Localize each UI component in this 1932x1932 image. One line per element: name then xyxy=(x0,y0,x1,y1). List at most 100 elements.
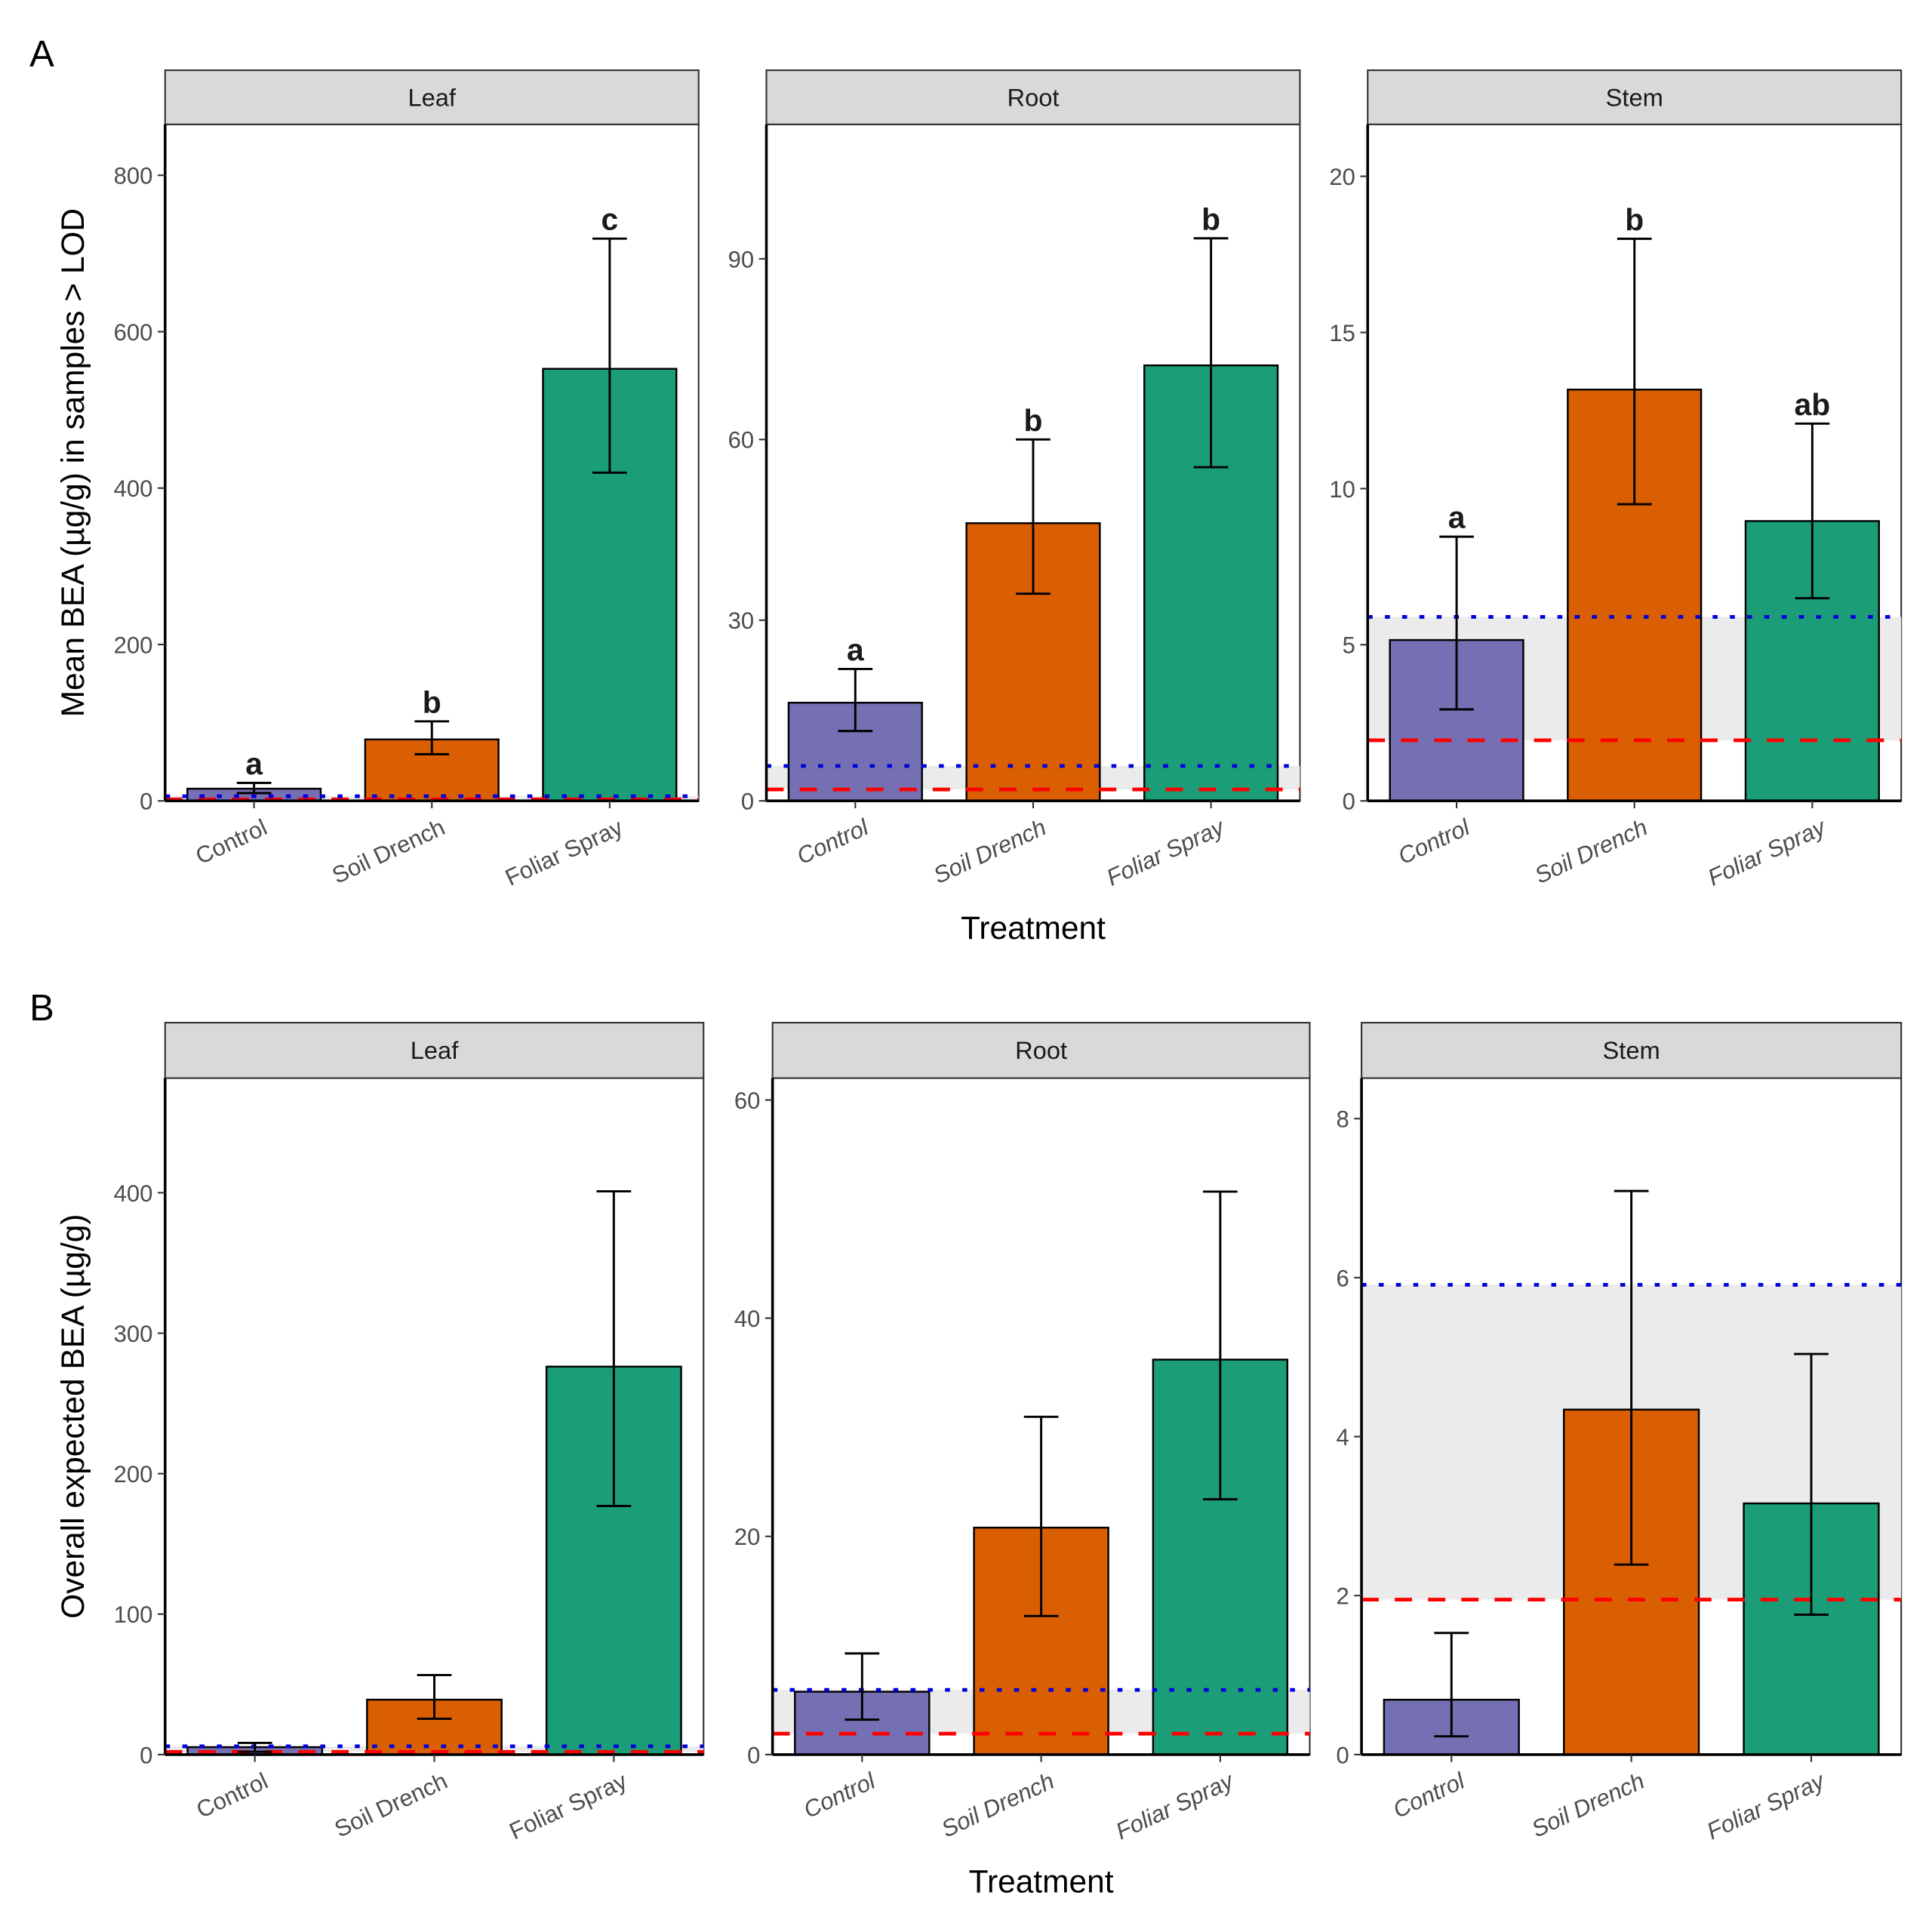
facet-strip xyxy=(164,69,700,125)
facet-strip xyxy=(1367,69,1903,125)
facet-root: Root a b b 0 30 60 90 Control Soil Drench Foliar S… xyxy=(728,69,1301,891)
y-tick-label: 0 xyxy=(140,1742,152,1768)
y-tick-label: 20 xyxy=(1329,164,1355,190)
y-tick-label: 400 xyxy=(114,1180,153,1207)
error-bar xyxy=(1203,1190,1238,1501)
y-tick-label: 800 xyxy=(114,163,153,189)
y-tick-label: 600 xyxy=(114,319,153,346)
y-axis-title: Overall expected BEA (µg/g) xyxy=(55,1214,91,1619)
y-tick-label: 0 xyxy=(1343,789,1355,815)
facet-leaf: Leaf a b c 0 200 400 600 800 Control Soil Drench Fo… xyxy=(114,69,700,891)
x-tick-label: Control xyxy=(799,1767,879,1823)
y-tick-label: 10 xyxy=(1329,476,1355,503)
y-tick-label: 30 xyxy=(728,608,755,634)
error-bar xyxy=(1439,535,1474,711)
y-tick-label: 200 xyxy=(114,632,153,658)
y-tick-label: 20 xyxy=(734,1524,760,1550)
x-tick-label: Soil Drench xyxy=(328,814,449,888)
y-axis-title: Mean BEA (µg/g) in samples > LOD xyxy=(55,208,91,717)
x-tick-label: Foliar Spray xyxy=(1112,1767,1239,1844)
panel-B: B Overall expected BEA (µg/g) Treatment Lea… xyxy=(29,988,1903,1900)
x-tick-label: Soil Drench xyxy=(1531,814,1651,888)
facet-strip-label: Leaf xyxy=(408,83,456,111)
error-bar xyxy=(1193,237,1229,469)
x-tick-label: Control xyxy=(1389,1767,1469,1823)
y-tick-label: 0 xyxy=(140,789,152,815)
error-bar xyxy=(596,1190,632,1507)
error-bar xyxy=(1016,438,1051,595)
x-tick-label: Foliar Spray xyxy=(501,814,627,891)
error-bar xyxy=(1023,1415,1059,1617)
y-tick-label: 0 xyxy=(747,1742,760,1768)
facet-strip-label: Stem xyxy=(1606,83,1663,111)
y-tick-label: 4 xyxy=(1337,1424,1349,1451)
facet-stem: Stem 0 2 4 6 8 Control Soil Drench Foliar Spray xyxy=(1337,1022,1903,1844)
error-bar xyxy=(417,1674,452,1720)
x-tick-label: Soil Drench xyxy=(929,814,1050,888)
x-tick-label: Soil Drench xyxy=(1527,1767,1648,1842)
error-bar xyxy=(844,1652,880,1721)
facet-strip xyxy=(771,1022,1311,1079)
error-bar xyxy=(592,237,627,474)
panel-tag: A xyxy=(29,34,54,75)
y-tick-label: 0 xyxy=(1337,1742,1349,1768)
y-tick-label: 2 xyxy=(1337,1583,1349,1610)
x-tick-label: Soil Drench xyxy=(937,1767,1058,1842)
y-tick-label: 400 xyxy=(114,475,153,502)
significance-letter: c xyxy=(601,202,619,237)
significance-letter: a xyxy=(1448,500,1466,535)
significance-letter: b xyxy=(1625,202,1644,237)
facet-strip-label: Leaf xyxy=(411,1036,459,1064)
y-tick-label: 5 xyxy=(1343,632,1355,659)
y-tick-label: 40 xyxy=(734,1306,760,1332)
y-tick-label: 90 xyxy=(728,246,755,272)
error-bar xyxy=(838,667,873,733)
x-tick-label: Control xyxy=(792,814,872,869)
y-tick-label: 60 xyxy=(728,427,755,454)
facet-leaf: Leaf 0 100 200 300 400 Control Soil Drench Folia… xyxy=(114,1022,705,1845)
significance-letter: b xyxy=(1201,202,1220,236)
error-bar xyxy=(1617,237,1652,506)
y-tick-label: 6 xyxy=(1337,1265,1349,1291)
error-bar xyxy=(1795,422,1830,600)
y-tick-label: 100 xyxy=(114,1601,153,1628)
facet-strip xyxy=(1361,1022,1903,1079)
significance-letter: a xyxy=(245,746,263,781)
x-tick-label: Control xyxy=(1394,814,1474,869)
facet-strip-label: Stem xyxy=(1603,1036,1660,1064)
error-bar xyxy=(1794,1352,1829,1616)
x-axis-title: Treatment xyxy=(961,910,1106,946)
x-tick-label: Control xyxy=(192,1767,272,1823)
y-tick-label: 300 xyxy=(114,1321,153,1347)
error-bar xyxy=(414,720,450,755)
panel-A: A Mean BEA (µg/g) in samples > LOD Treatme… xyxy=(29,34,1903,946)
facet-strip-label: Root xyxy=(1008,83,1060,111)
bar-soil-drench xyxy=(965,522,1101,802)
x-tick-label: Foliar Spray xyxy=(506,1767,632,1845)
significance-letter: a xyxy=(847,632,864,667)
error-bar xyxy=(237,1741,272,1753)
error-bar xyxy=(236,781,272,795)
y-tick-label: 8 xyxy=(1337,1106,1349,1133)
significance-letter: b xyxy=(423,685,441,719)
y-tick-label: 200 xyxy=(114,1461,153,1487)
error-bar xyxy=(1434,1632,1469,1738)
x-tick-label: Soil Drench xyxy=(331,1767,451,1842)
significance-letter: ab xyxy=(1795,387,1831,422)
error-bar xyxy=(1614,1189,1649,1566)
y-tick-label: 15 xyxy=(1329,320,1355,346)
facet-strip xyxy=(164,1022,705,1079)
x-axis-title: Treatment xyxy=(969,1864,1114,1900)
facet-root: Root 0 20 40 60 Control Soil Drench Foliar Spra… xyxy=(734,1022,1311,1844)
y-tick-label: 60 xyxy=(734,1088,760,1114)
x-tick-label: Foliar Spray xyxy=(1703,1767,1830,1844)
significance-letter: b xyxy=(1024,403,1043,438)
x-tick-label: Foliar Spray xyxy=(1704,813,1832,891)
y-tick-label: 0 xyxy=(741,789,754,815)
x-tick-label: Control xyxy=(192,814,271,869)
x-tick-label: Foliar Spray xyxy=(1103,813,1230,891)
facet-strip-label: Root xyxy=(1015,1036,1067,1064)
panel-tag: B xyxy=(29,988,54,1029)
